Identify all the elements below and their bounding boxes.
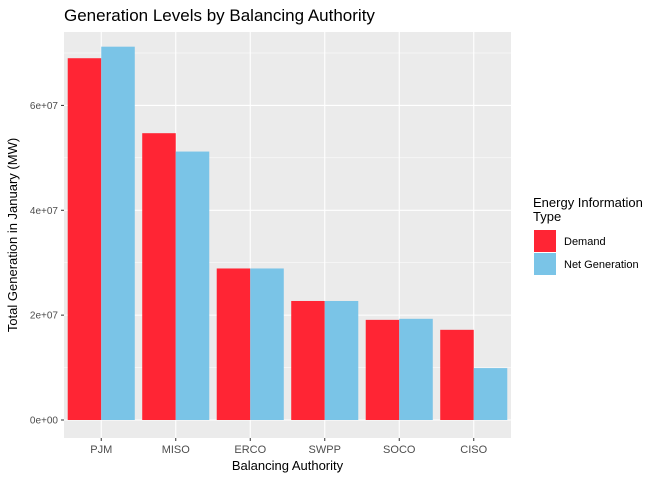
x-tick-label: SOCO <box>383 444 416 456</box>
x-tick-label: PJM <box>90 444 112 456</box>
plot-panel <box>64 32 511 438</box>
y-tick-label: 0e+00 <box>30 416 59 427</box>
y-tick-label: 2e+07 <box>30 311 59 322</box>
legend-items: Demand Net Generation <box>534 230 639 275</box>
y-axis-ticks: 0e+00 2e+07 4e+07 6e+07 <box>30 101 64 427</box>
minor-gridlines <box>64 52 511 368</box>
y-tick-label: 4e+07 <box>30 206 59 217</box>
x-tick-label: MISO <box>162 444 191 456</box>
bar-demand-pjm <box>67 58 102 420</box>
legend-title-line1: Energy Information <box>533 195 643 210</box>
bar-demand-ciso <box>440 329 474 420</box>
bar-net-generation-soco <box>399 318 433 420</box>
y-axis-title: Total Generation in January (MW) <box>5 138 20 332</box>
x-tick-label: SWPP <box>309 444 341 456</box>
bar-net-generation-swpp <box>324 300 359 420</box>
bar-demand-miso <box>142 133 176 421</box>
bar-demand-erco <box>216 268 251 420</box>
y-tick-label: 6e+07 <box>30 101 59 112</box>
bar-net-generation-erco <box>250 268 284 420</box>
bar-demand-swpp <box>291 300 325 420</box>
bar-net-generation-ciso <box>473 368 508 420</box>
legend-key-net-generation <box>534 253 556 275</box>
x-tick-label: CISO <box>460 444 487 456</box>
chart-title: Generation Levels by Balancing Authority <box>64 6 375 25</box>
bar-net-generation-miso <box>175 151 210 420</box>
legend-key-demand <box>534 230 556 252</box>
x-axis-title: Balancing Authority <box>232 458 344 473</box>
legend: Energy Information Type Demand Net Genera… <box>533 195 643 275</box>
x-tick-label: ERCO <box>234 444 266 456</box>
bars <box>67 46 508 421</box>
bar-net-generation-pjm <box>101 46 135 420</box>
legend-label: Net Generation <box>564 259 639 271</box>
x-axis-ticks: PJM MISO ERCO SWPP SOCO CISO <box>90 438 488 456</box>
bar-demand-soco <box>365 319 400 420</box>
legend-label: Demand <box>564 236 606 248</box>
legend-title-line2: Type <box>533 209 561 224</box>
